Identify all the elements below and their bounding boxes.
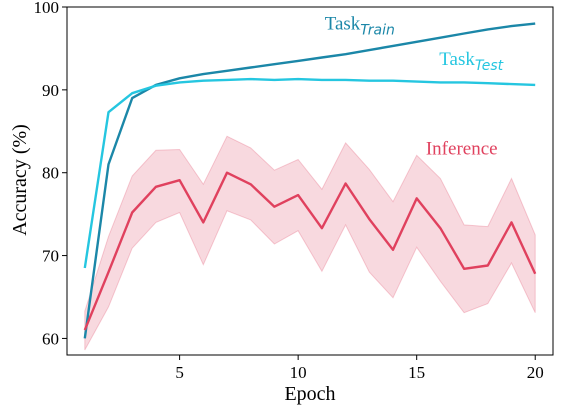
confidence-bands <box>84 135 536 351</box>
train-series-label: TaskTrain <box>325 13 395 38</box>
test-series-label: TaskTest <box>439 49 503 74</box>
axes-frame <box>66 6 554 356</box>
x-tick-label: 5 <box>175 363 184 382</box>
plot-frame <box>66 6 554 356</box>
x-tick-label: 10 <box>290 363 307 382</box>
x-tick-label: 20 <box>527 363 544 382</box>
y-tick-label: 70 <box>42 247 59 266</box>
y-tick-label: 100 <box>34 0 60 17</box>
test-series-line <box>83 77 536 269</box>
axis-ticks: 5 10 15 20 60 70 80 90 100 <box>34 0 544 382</box>
y-axis-title: Accuracy (%) <box>9 124 31 236</box>
train-series-line <box>83 22 536 339</box>
y-tick-label: 80 <box>42 164 59 183</box>
inference-confidence-band <box>84 135 536 351</box>
y-tick-label: 60 <box>42 329 59 348</box>
series-labels: TaskTrain TaskTest Inference <box>325 13 504 159</box>
series-lines <box>83 22 537 339</box>
y-tick-label: 90 <box>42 81 59 100</box>
x-axis-title: Epoch <box>284 383 335 405</box>
x-tick-label: 15 <box>408 363 425 382</box>
inference-series-line <box>83 171 537 331</box>
inference-series-label: Inference <box>426 138 498 159</box>
